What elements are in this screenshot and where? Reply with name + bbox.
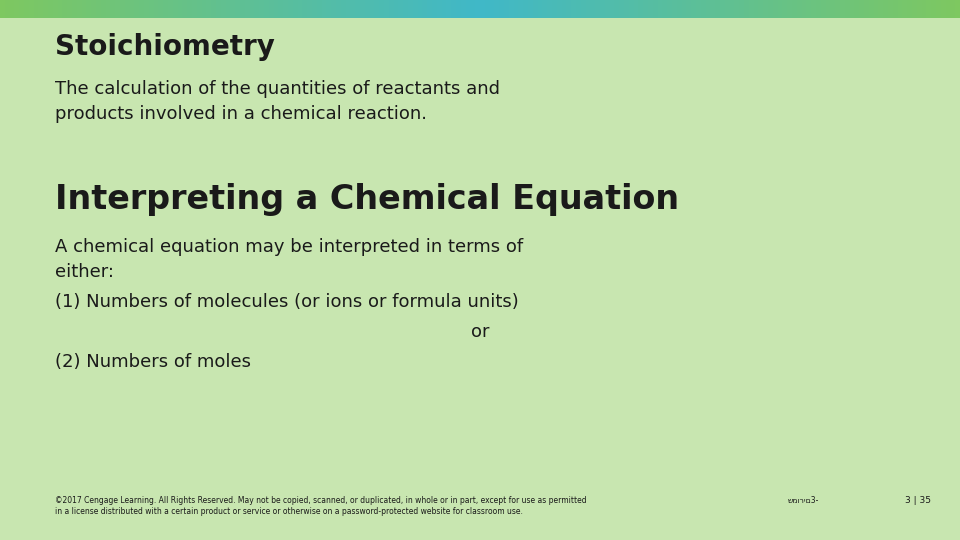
Text: שמורים3-: שמורים3- bbox=[787, 496, 819, 505]
Text: The calculation of the quantities of reactants and
products involved in a chemic: The calculation of the quantities of rea… bbox=[55, 80, 500, 123]
Text: or: or bbox=[470, 323, 490, 341]
Text: (1) Numbers of molecules (or ions or formula units): (1) Numbers of molecules (or ions or for… bbox=[55, 293, 518, 311]
Text: 3 | 35: 3 | 35 bbox=[905, 496, 931, 505]
Text: ©2017 Cengage Learning. All Rights Reserved. May not be copied, scanned, or dupl: ©2017 Cengage Learning. All Rights Reser… bbox=[55, 496, 587, 516]
Text: Stoichiometry: Stoichiometry bbox=[55, 33, 275, 61]
Text: (2) Numbers of moles: (2) Numbers of moles bbox=[55, 353, 251, 371]
Text: A chemical equation may be interpreted in terms of
either:: A chemical equation may be interpreted i… bbox=[55, 238, 523, 281]
Text: Interpreting a Chemical Equation: Interpreting a Chemical Equation bbox=[55, 183, 679, 216]
